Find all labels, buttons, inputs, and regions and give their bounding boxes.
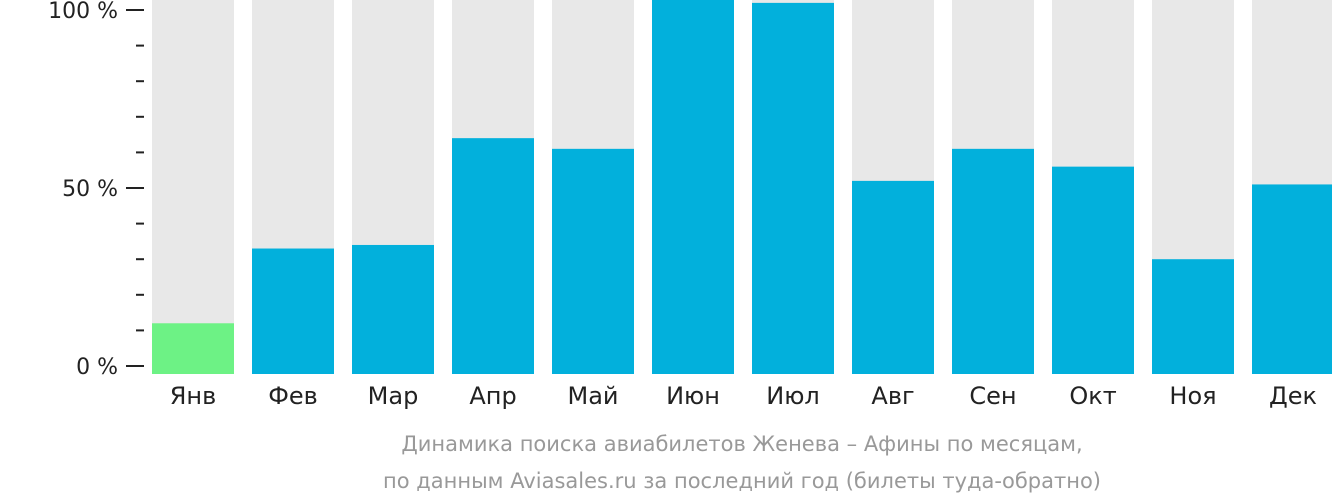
x-tick-label-m5: Май [567, 382, 618, 410]
bar-m11 [1152, 259, 1234, 374]
bar-background-m1 [152, 0, 234, 374]
bar-m2 [252, 248, 334, 374]
y-tick-label-100: 100 % [48, 0, 118, 24]
bar-m12 [1252, 184, 1332, 374]
data-bars [152, 0, 1332, 374]
x-tick-label-m8: Авг [871, 382, 914, 410]
bar-m8 [852, 180, 934, 374]
bar-m6 [652, 0, 734, 374]
x-axis-labels: Янв Фев Мар Апр Май Июн Июл Авг Сен Окт Ноя Дек [170, 382, 1317, 410]
chart-caption: Динамика поиска авиабилетов Женева – Афи… [383, 432, 1101, 493]
bar-m1 [152, 323, 234, 374]
bar-m5 [552, 148, 634, 374]
x-tick-label-m1: Янв [170, 382, 217, 410]
x-tick-label-m12: Дек [1269, 382, 1317, 410]
x-tick-label-m2: Фев [268, 382, 318, 410]
x-tick-label-m3: Мар [368, 382, 419, 410]
bar-m7 [752, 2, 834, 374]
x-tick-label-m11: Ноя [1169, 382, 1216, 410]
bar-m3 [352, 244, 434, 374]
y-axis: 100 % 50 % 0 % [48, 0, 144, 380]
x-tick-label-m9: Сен [969, 382, 1016, 410]
bar-m9 [952, 148, 1034, 374]
x-tick-label-m7: Июл [766, 382, 820, 410]
y-tick-label-50: 50 % [62, 177, 118, 202]
x-tick-label-m10: Окт [1069, 382, 1116, 410]
x-tick-label-m4: Апр [469, 382, 516, 410]
x-tick-label-m6: Июн [666, 382, 720, 410]
caption-line-2: по данным Aviasales.ru за последний год … [383, 469, 1101, 493]
caption-line-1: Динамика поиска авиабилетов Женева – Афи… [401, 432, 1082, 456]
y-tick-label-0: 0 % [76, 355, 118, 380]
bar-m4 [452, 138, 534, 374]
bar-m10 [1052, 166, 1134, 374]
